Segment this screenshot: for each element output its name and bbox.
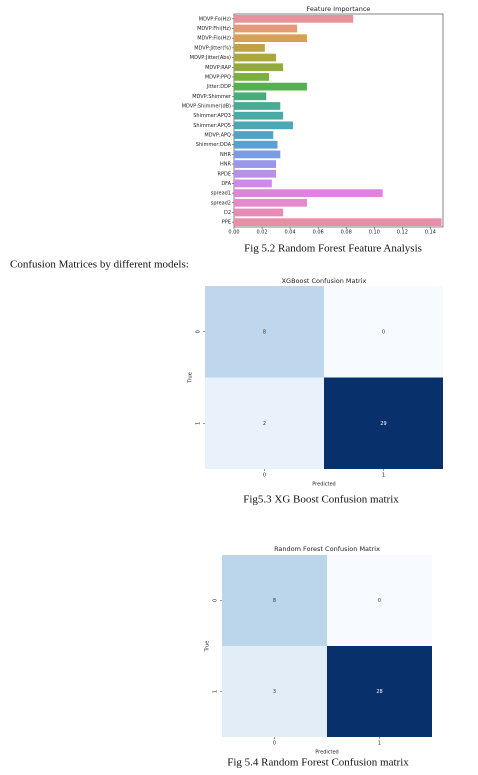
heatmap-cell: [205, 286, 324, 378]
y-tick-label: 0: [213, 599, 219, 602]
bar: [234, 218, 442, 227]
bar: [234, 53, 277, 62]
y-tick-label: MDVP:Shimmer: [192, 94, 232, 100]
bar: [234, 121, 293, 130]
y-tick-label: spread1: [211, 191, 231, 197]
y-tick-label: 1: [196, 422, 202, 425]
bar: [234, 131, 274, 139]
x-tick-label: 1: [382, 473, 385, 479]
bar: [234, 63, 284, 72]
chart-title: Feature Importance: [307, 5, 371, 13]
cell-label: 2: [263, 421, 266, 427]
y-tick-label: MDVP:Fo(Hz): [199, 16, 231, 22]
y-tick-label: MDVP:Shimmer(dB): [182, 103, 231, 109]
y-tick-label: MDVP:RAP: [205, 65, 231, 71]
heatmap-cell: [324, 377, 443, 469]
bar: [234, 24, 298, 33]
x-tick-label: 0.14: [425, 230, 436, 236]
bar: [234, 73, 270, 81]
y-tick-label: Shimmer:APQ5: [193, 123, 231, 129]
bar: [234, 198, 307, 207]
y-tick-label: MDVP:Fhi(Hz): [197, 26, 231, 32]
figure-caption: Fig 5.4 Random Forest Confusion matrix: [227, 757, 409, 769]
heatmap-cell: [327, 555, 432, 646]
y-tick-label: Shimmer:DDA: [196, 142, 232, 148]
y-tick-label: PPE: [222, 220, 231, 226]
x-tick-label: 0.08: [341, 230, 352, 236]
cell-label: 8: [273, 598, 276, 604]
cell-label: 28: [376, 689, 382, 695]
x-tick-label: 0.00: [228, 230, 239, 236]
y-tick-label: MDVP:PPQ: [205, 74, 231, 80]
y-axis-label: True: [188, 372, 194, 384]
bar: [234, 150, 281, 159]
y-tick-label: 1: [213, 690, 219, 693]
x-tick-label: 0: [273, 741, 276, 747]
bar: [234, 34, 307, 43]
cell-label: 0: [382, 329, 385, 335]
y-tick-label: Shimmer:APQ3: [193, 113, 231, 119]
bar: [234, 169, 277, 178]
y-tick-label: MDVP:Flo(Hz): [197, 36, 231, 42]
bar: [234, 208, 284, 217]
bar: [234, 160, 277, 168]
y-tick-label: NHR: [220, 152, 232, 158]
cell-label: 29: [380, 421, 386, 427]
heatmap-cell: [205, 377, 324, 469]
x-tick-label: 0.12: [397, 230, 408, 236]
figure-caption: Fig 5.2 Random Forest Feature Analysis: [244, 243, 422, 255]
heatmap-cell: [222, 555, 327, 646]
bar: [234, 179, 272, 188]
y-tick-label: Jitter:DDP: [206, 84, 231, 90]
heatmap-cell: [327, 646, 432, 737]
y-axis-label: True: [205, 641, 211, 653]
heatmap-cell: [222, 646, 327, 737]
y-tick-label: spread2: [211, 200, 231, 206]
bar: [234, 14, 354, 23]
bar: [234, 140, 278, 149]
x-tick-label: 0.04: [285, 230, 296, 236]
figure-caption: Fig5.3 XG Boost Confusion matrix: [243, 494, 399, 506]
y-tick-label: MDVP:Jitter(Abs): [190, 55, 231, 61]
chart-title: XGBoost Confusion Matrix: [282, 277, 367, 285]
y-tick-label: D2: [224, 210, 231, 216]
bar: [234, 189, 383, 197]
y-tick-label: HNR: [220, 162, 232, 168]
cell-label: 3: [273, 689, 276, 695]
bar: [234, 44, 265, 52]
cell-label: 8: [263, 329, 266, 335]
y-tick-label: DFA: [221, 181, 231, 187]
bar: [234, 92, 267, 101]
y-tick-label: 0: [196, 330, 202, 333]
heatmap-cell: [324, 286, 443, 378]
y-tick-label: RPDE: [218, 171, 232, 177]
bar: [234, 102, 281, 110]
x-tick-label: 0.10: [369, 230, 380, 236]
cell-label: 0: [378, 598, 381, 604]
bar: [234, 111, 284, 120]
y-tick-label: MDVP:Jitter(%): [194, 45, 231, 51]
x-tick-label: 0.06: [313, 230, 324, 236]
x-tick-label: 1: [378, 741, 381, 747]
x-axis-label: Predicted: [312, 482, 335, 488]
x-axis-label: Predicted: [315, 750, 338, 756]
y-tick-label: MDVP:APQ: [204, 133, 231, 139]
plot-frame: [233, 13, 444, 228]
chart-title: Random Forest Confusion Matrix: [274, 545, 380, 553]
x-tick-label: 0.02: [256, 230, 267, 236]
bar: [234, 82, 307, 91]
x-tick-label: 0: [263, 473, 266, 479]
section-text: Confusion Matrices by different models:: [10, 259, 189, 271]
